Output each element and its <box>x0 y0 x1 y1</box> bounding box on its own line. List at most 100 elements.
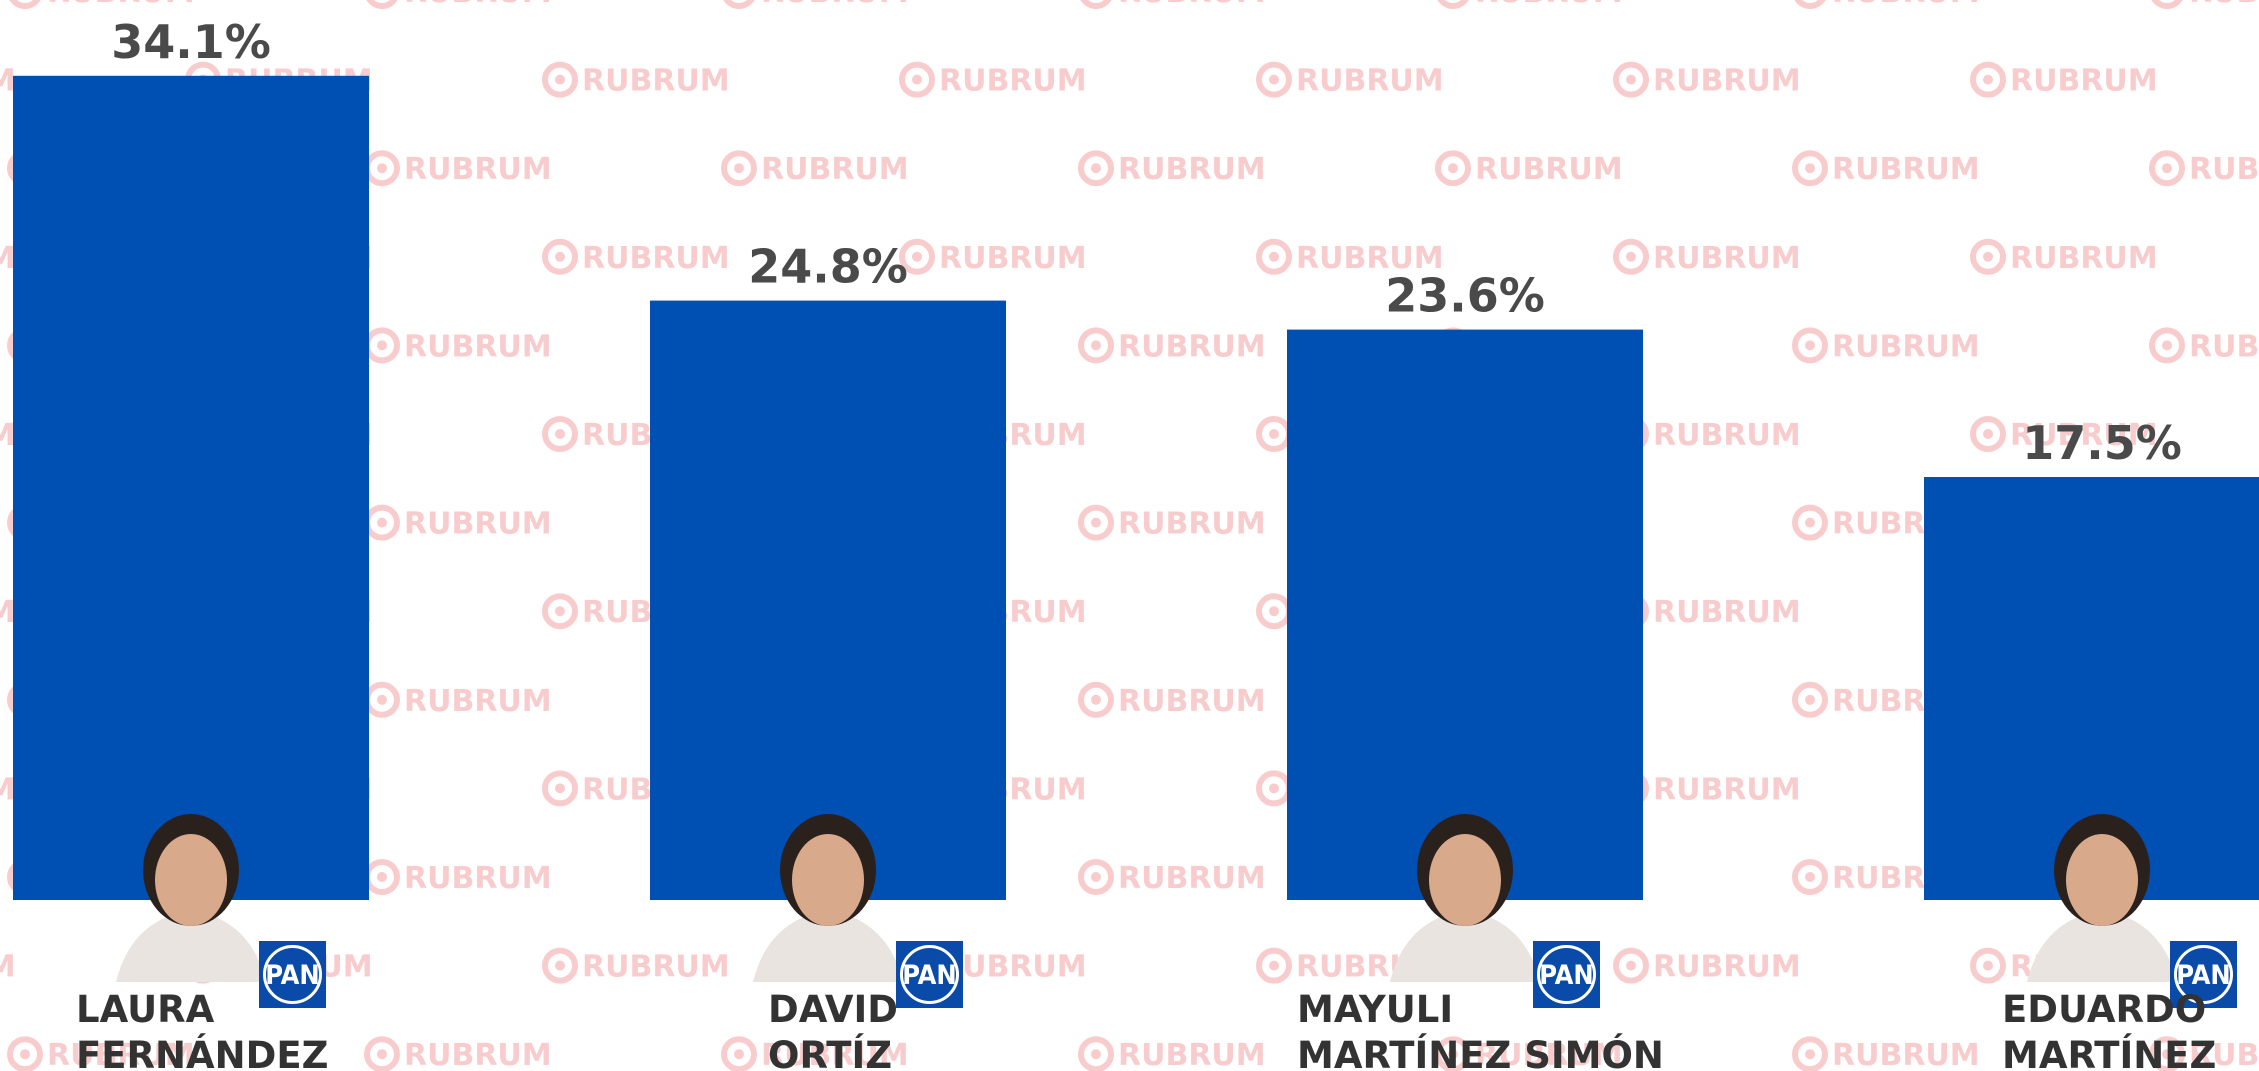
watermark-icon <box>1970 947 2006 984</box>
watermark-text: RUBRUM <box>1296 241 1444 276</box>
watermark-icon <box>1256 238 1292 275</box>
watermark-icon <box>1078 504 1114 541</box>
watermark-icon <box>1080 0 1112 9</box>
watermark-icon-dot <box>1448 163 1458 174</box>
watermark-icon <box>542 947 578 984</box>
watermark-text: RUBRUM <box>0 418 16 453</box>
watermark-icon <box>1613 61 1649 98</box>
watermark-text: RUBRUM <box>1118 329 1266 364</box>
watermark-icon-dot <box>1983 960 1993 971</box>
watermark-icon-dot <box>555 429 565 439</box>
party-logo-ring <box>2174 945 2233 1004</box>
watermark-text: RUBRUM <box>1475 0 1623 10</box>
photo-body <box>2027 910 2177 982</box>
watermark-icon <box>1437 0 1469 9</box>
photo-face <box>792 834 864 926</box>
watermark-text: RUBRUM <box>2189 329 2259 364</box>
candidate-name: DAVID <box>768 988 898 1031</box>
watermark-text: RUBRUM <box>761 152 909 187</box>
watermark-text: RUBRUM <box>2189 0 2259 10</box>
bar <box>650 300 1006 901</box>
watermark-text: RUBRUM <box>761 1038 909 1071</box>
watermark-icon-dot <box>1805 694 1815 705</box>
value-label: 17.5% <box>2022 416 2182 470</box>
watermark-icon <box>1792 504 1828 541</box>
watermark-text: RUBRUM <box>1118 507 1266 542</box>
watermark-text: RUBRUM <box>582 241 730 276</box>
watermark-icon <box>1078 859 1114 895</box>
watermark-icon-dot <box>1805 1049 1815 1060</box>
watermark-icon <box>1256 947 1292 984</box>
watermark-icon-dot <box>377 163 387 174</box>
photo-face <box>155 834 227 926</box>
watermark-icon-dot <box>2162 163 2172 174</box>
photo-face <box>1429 834 1501 926</box>
watermark-icon-dot <box>1983 251 1993 262</box>
watermark-icon <box>723 0 755 9</box>
watermark-icon-dot <box>1269 74 1279 85</box>
watermark-icon-dot <box>1626 960 1636 971</box>
watermark-icon-dot <box>555 960 565 971</box>
party-logo-ring <box>900 945 959 1004</box>
watermark-text: RUBRUM <box>1475 1038 1623 1071</box>
watermark-icon <box>1794 0 1826 9</box>
watermark-text: RUBRUM <box>47 0 195 10</box>
watermark-text: RUBRUM <box>404 152 552 187</box>
party-logo-box <box>1533 941 1600 1008</box>
watermark-text: RUBRUM <box>1832 329 1980 364</box>
watermark-text: RUBRUM <box>0 595 16 630</box>
watermark-text: RUBRUM <box>404 507 552 542</box>
watermark-icon <box>1792 150 1828 187</box>
watermark-icon-dot <box>377 694 387 705</box>
watermark-icon <box>1792 1036 1828 1071</box>
party-logo-ring <box>1537 945 1596 1004</box>
party-logo-box <box>259 941 326 1008</box>
party-logo-box <box>896 941 963 1008</box>
watermark-text: RUBRUM <box>0 241 16 276</box>
watermark-text: RUBRUM <box>0 772 16 807</box>
watermark-text: RUBRUM <box>404 861 552 896</box>
candidate-name: EDUARDO <box>2002 988 2206 1031</box>
party-logo-box <box>2170 941 2237 1008</box>
watermark-text: RUBRUM <box>1832 1038 1980 1071</box>
watermark-text: RUBRUM <box>1832 0 1980 10</box>
photo-body <box>116 910 266 982</box>
watermark-icon <box>1792 681 1828 718</box>
photo-body <box>1390 910 1540 982</box>
watermark-icon <box>1792 859 1828 895</box>
watermark-text: RUBRUM <box>47 1038 195 1071</box>
watermark-icon-dot <box>2162 1049 2172 1060</box>
watermark-text: RUBRUM <box>1118 1038 1266 1071</box>
watermark-text: RUBRUM <box>2189 152 2259 187</box>
watermark-icon-dot <box>1269 783 1279 794</box>
watermark-icon-dot <box>1805 872 1815 882</box>
candidate-name: FERNÁNDEZ <box>76 1033 328 1071</box>
watermark-text: RUBRUM <box>2010 64 2158 99</box>
candidate-photo <box>1390 814 1540 982</box>
candidate-name: ORTÍZ <box>768 1033 892 1071</box>
value-label: 24.8% <box>748 240 908 294</box>
watermark-icon-dot <box>555 783 565 794</box>
watermark-icon-dot <box>555 74 565 85</box>
watermark-icon-dot <box>377 872 387 882</box>
watermark-icon-dot <box>1805 517 1815 528</box>
watermark-text: RUBRUM <box>404 0 552 10</box>
watermark-icon <box>542 593 578 630</box>
watermark-icon <box>366 0 398 9</box>
watermark-icon <box>9 0 41 9</box>
candidate-name: MARTÍNEZ <box>2002 1033 2216 1071</box>
watermark-icon <box>542 238 578 275</box>
watermark-icon-dot <box>1269 251 1279 262</box>
watermark-text: RUBRUM <box>404 1038 552 1071</box>
watermark-icon-dot <box>2162 340 2172 351</box>
watermark-text: RUBRUM <box>1296 64 1444 99</box>
watermark-text: RUBRUM <box>1118 684 1266 719</box>
watermark-icon <box>1613 947 1649 984</box>
watermark-icon <box>1435 150 1471 187</box>
watermark-text: RUBRUM <box>1653 418 1801 453</box>
watermark-icon-dot <box>1626 74 1636 85</box>
watermark-text: RUBRUM <box>1653 64 1801 99</box>
watermark-icon-dot <box>912 74 922 85</box>
candidate-photo <box>2027 814 2177 982</box>
watermark-text: RUBRUM <box>1118 152 1266 187</box>
